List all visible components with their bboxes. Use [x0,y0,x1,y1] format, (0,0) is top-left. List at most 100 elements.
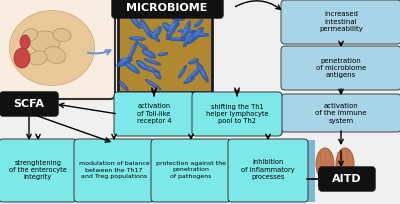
Ellipse shape [129,13,141,29]
Ellipse shape [146,59,157,63]
Text: shifting the Th1
helper lymphocyte
pool to Th2: shifting the Th1 helper lymphocyte pool … [206,103,268,124]
Ellipse shape [22,29,38,41]
Ellipse shape [53,28,71,42]
Ellipse shape [131,37,141,39]
Ellipse shape [196,62,208,82]
Ellipse shape [142,49,156,58]
Ellipse shape [194,19,203,27]
FancyBboxPatch shape [281,46,400,90]
Bar [115,94,283,134]
Ellipse shape [168,37,186,41]
Ellipse shape [182,21,191,42]
Ellipse shape [142,22,148,33]
Text: activation
of Toll-like
receptor 4: activation of Toll-like receptor 4 [137,103,171,124]
Ellipse shape [185,32,192,43]
Ellipse shape [154,71,161,79]
Ellipse shape [149,31,160,42]
Ellipse shape [119,59,128,64]
Ellipse shape [188,58,199,64]
Ellipse shape [158,52,168,56]
Ellipse shape [120,82,126,88]
Ellipse shape [144,59,161,65]
Ellipse shape [196,33,205,35]
Ellipse shape [170,37,182,39]
FancyBboxPatch shape [0,0,115,99]
Ellipse shape [138,43,145,48]
Ellipse shape [190,59,196,62]
Ellipse shape [147,80,157,87]
Ellipse shape [116,58,133,67]
Ellipse shape [187,36,196,44]
Text: SCFA: SCFA [14,99,44,109]
Text: MICROBIOME: MICROBIOME [126,3,208,13]
Text: strenghtening
of the enterocyte
integrity: strenghtening of the enterocyte integrit… [9,160,67,181]
Ellipse shape [120,58,130,62]
Text: AITD: AITD [332,174,362,184]
Ellipse shape [136,60,148,69]
Ellipse shape [145,79,161,90]
Ellipse shape [186,66,203,82]
Ellipse shape [193,29,200,37]
Ellipse shape [14,48,30,68]
Ellipse shape [29,51,47,65]
Ellipse shape [336,148,354,180]
Ellipse shape [162,23,172,31]
Text: inhibition
of inflammatory
processes: inhibition of inflammatory processes [241,160,295,181]
Ellipse shape [198,65,205,77]
Ellipse shape [30,31,60,53]
Bar [120,15,211,91]
Ellipse shape [188,36,193,41]
Ellipse shape [195,33,209,37]
Ellipse shape [138,61,144,66]
Ellipse shape [130,16,138,25]
Ellipse shape [166,18,179,40]
Ellipse shape [141,65,155,70]
Ellipse shape [172,16,185,21]
Ellipse shape [153,28,158,35]
Ellipse shape [183,30,195,47]
Text: modulation of balance
between the Th17
and Treg populations: modulation of balance between the Th17 a… [79,161,149,179]
Ellipse shape [124,62,140,73]
Ellipse shape [180,29,192,31]
Ellipse shape [129,37,146,41]
Bar [0,140,315,202]
FancyBboxPatch shape [319,167,375,191]
FancyBboxPatch shape [112,0,223,18]
FancyBboxPatch shape [74,139,154,202]
Ellipse shape [121,58,127,60]
Ellipse shape [20,35,30,49]
FancyBboxPatch shape [151,139,231,202]
Ellipse shape [184,78,194,84]
Text: penetration
of microbiome
antigens: penetration of microbiome antigens [316,58,366,79]
FancyBboxPatch shape [0,92,58,116]
Ellipse shape [137,42,148,50]
FancyBboxPatch shape [192,92,282,136]
Ellipse shape [150,32,156,39]
Text: activation
of the immune
system: activation of the immune system [315,102,367,123]
Ellipse shape [191,27,204,41]
FancyBboxPatch shape [114,92,194,136]
FancyBboxPatch shape [281,94,400,132]
Ellipse shape [119,81,128,91]
Ellipse shape [128,45,134,58]
Ellipse shape [138,64,160,73]
Ellipse shape [152,27,162,39]
Ellipse shape [159,52,165,54]
Ellipse shape [195,20,200,24]
Ellipse shape [168,22,175,34]
Ellipse shape [179,67,184,75]
Text: protection against the
penetration
of pathogens: protection against the penetration of pa… [156,161,226,179]
Ellipse shape [126,63,136,70]
FancyBboxPatch shape [281,0,400,44]
Ellipse shape [163,23,169,29]
Ellipse shape [168,23,176,28]
Ellipse shape [316,148,334,180]
Ellipse shape [154,72,158,76]
Ellipse shape [188,68,198,78]
Ellipse shape [166,23,180,31]
FancyBboxPatch shape [0,139,77,202]
Ellipse shape [173,16,181,18]
Ellipse shape [127,41,137,63]
Ellipse shape [44,47,66,63]
Ellipse shape [144,50,152,55]
